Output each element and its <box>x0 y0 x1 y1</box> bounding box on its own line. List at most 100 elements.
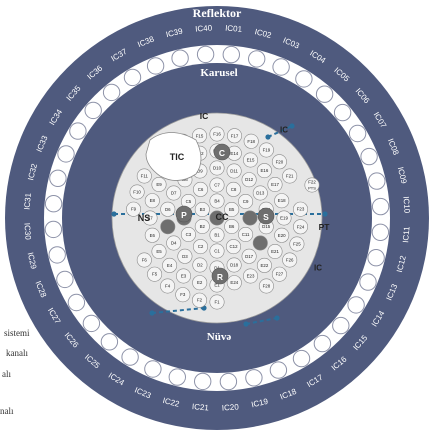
fuel-element <box>209 227 225 243</box>
fuel-element <box>226 275 242 291</box>
fuel-element-label: E14 <box>230 151 238 156</box>
carousel-channel <box>123 68 142 87</box>
reflector-label: Reflektor <box>193 6 242 20</box>
fuel-element-label: F15 <box>196 133 204 138</box>
ic-top-label: IC <box>200 111 209 121</box>
fuel-element <box>252 185 268 201</box>
fuel-element-label: F10 <box>133 190 141 195</box>
fuel-element <box>209 193 225 209</box>
carousel-channel <box>272 58 290 76</box>
carousel-channel-label: IC09 <box>396 166 409 185</box>
fuel-element <box>238 227 254 243</box>
fuel-element <box>136 168 152 184</box>
fuel-element-label: C11 <box>242 232 250 237</box>
carousel-channel <box>56 270 74 289</box>
flux-connector <box>245 317 278 325</box>
fuel-element <box>289 236 305 252</box>
f22-element <box>304 177 320 193</box>
fuel-element-label: F21 <box>286 174 294 179</box>
fuel-element <box>224 202 240 218</box>
fuel-element <box>151 177 167 193</box>
fuel-element <box>209 177 225 193</box>
carousel-channel <box>171 49 189 67</box>
legend-fragment: nalı <box>0 406 14 416</box>
fuel-element <box>226 239 242 255</box>
fuel-element-label: E15 <box>247 158 255 163</box>
carousel-channel <box>146 57 165 75</box>
connector-node <box>111 211 117 217</box>
flux-connector <box>151 307 205 314</box>
fuel-element-label: E24 <box>230 280 238 285</box>
fuel-element <box>160 219 176 235</box>
carousel-channel <box>292 349 311 368</box>
fuel-element-label: F17 <box>231 133 239 138</box>
ns-label: NS <box>138 213 151 223</box>
fuel-element-label: E19 <box>280 216 288 221</box>
fuel-element <box>209 160 225 176</box>
carousel-channel-label: IC32 <box>26 162 39 181</box>
fuel-element-label: F23 <box>297 207 305 212</box>
control-rod-element <box>213 143 231 161</box>
tic-irradiation-channel <box>145 132 202 181</box>
fuel-element <box>226 163 242 179</box>
fuel-element-label: E17 <box>271 182 279 187</box>
fuel-element-label: F28 <box>263 284 271 289</box>
fuel-element-label: B3 <box>200 207 206 212</box>
carousel-channel-label: IC02 <box>254 27 273 40</box>
tic-label: TIC <box>170 152 185 162</box>
carousel-channel <box>57 145 75 163</box>
fuel-element-label: E3 <box>181 274 187 279</box>
fuel-element <box>175 287 191 303</box>
fuel-element-label: B6 <box>229 224 235 229</box>
carousel-channel <box>371 223 390 242</box>
carousel-channel-label: IC12 <box>395 254 408 273</box>
connector-node <box>243 321 249 327</box>
fuel-element-label: F11 <box>141 174 149 179</box>
carousel-channel <box>368 172 386 190</box>
fuel-element-label: C7 <box>214 183 220 188</box>
fuel-element <box>241 172 257 188</box>
fuel-element-label: E1 <box>214 283 220 288</box>
legend-fragment: alı <box>2 369 11 379</box>
fuel-element <box>194 202 210 218</box>
fuel-element <box>126 201 142 217</box>
fuel-element-label: D6 <box>165 207 171 212</box>
fuel-element-label: F26 <box>286 258 294 263</box>
fuel-element <box>192 128 208 144</box>
fuel-element <box>192 257 208 273</box>
carousel-channel-label: IC11 <box>401 226 411 244</box>
fuel-element <box>166 235 182 251</box>
carousel-channel <box>367 249 385 267</box>
carousel-channel <box>245 369 263 387</box>
flux-connector <box>267 125 293 138</box>
carousel-channel-label: IC29 <box>26 251 39 270</box>
fuel-element-label: E2 <box>197 280 203 285</box>
control-rod-element <box>211 267 229 285</box>
carousel-channel <box>359 273 377 291</box>
carousel-channel <box>44 220 63 239</box>
fuel-element <box>192 292 208 308</box>
fuel-element <box>276 210 292 226</box>
carousel-channel <box>100 333 119 351</box>
fuel-element-label: E9 <box>156 182 162 187</box>
carousel-channel <box>313 334 332 353</box>
fuel-element <box>292 219 308 235</box>
carousel-channel <box>360 147 378 166</box>
fuel-element-label: B4 <box>214 199 220 204</box>
fuel-element <box>282 168 298 184</box>
connector-node <box>265 134 271 140</box>
fuel-element-label: E20 <box>278 233 286 238</box>
fuel-element <box>160 201 176 217</box>
fuel-element <box>227 128 243 144</box>
fuel-element <box>144 227 160 243</box>
fuel-element <box>238 194 254 210</box>
carousel-channel <box>194 372 212 391</box>
carousel-channel <box>371 197 390 216</box>
fuel-element <box>144 193 160 209</box>
carousel-channel-label: IC10 <box>401 196 411 214</box>
carousel-channel <box>144 360 162 378</box>
carousel-channel <box>332 316 350 335</box>
fuel-element <box>267 177 283 193</box>
fuel-element <box>209 210 225 226</box>
fuel-element <box>292 201 308 217</box>
